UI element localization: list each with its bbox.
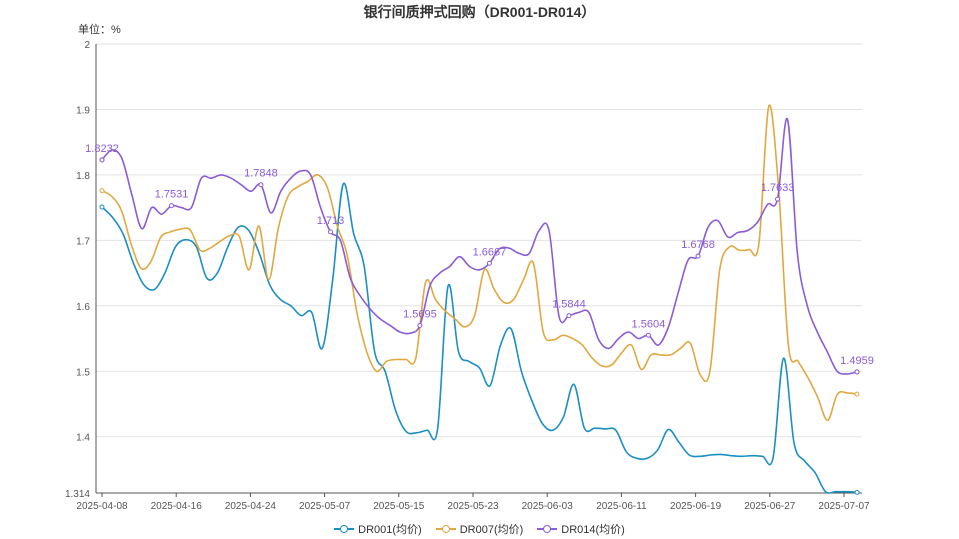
x-tick-label: 2025-04-16 <box>151 501 203 512</box>
y-tick-label: 1.6 <box>76 302 90 313</box>
y-tick-label: 1.314 <box>65 489 90 500</box>
y-tick-label: 2 <box>84 40 90 51</box>
data-labels: 1.8232 1.7531 1.7848 1.713 1.5695 1.6667 1.584… <box>85 143 874 375</box>
series-1 <box>99 182 860 495</box>
data-label: 1.7633 <box>761 182 795 194</box>
y-tick-label: 1.7 <box>76 236 90 247</box>
data-label: 1.713 <box>317 215 345 227</box>
data-label: 1.5695 <box>403 308 437 320</box>
data-point <box>99 157 105 163</box>
y-tick-label: 1.9 <box>76 105 90 116</box>
data-label: 1.7848 <box>244 168 278 180</box>
data-label: 1.5604 <box>632 318 666 330</box>
data-point <box>258 182 264 188</box>
chart-title: 银行间质押式回购（DR001-DR014） <box>363 4 596 20</box>
data-point <box>417 322 423 328</box>
x-tick-label: 2025-06-11 <box>596 501 647 512</box>
x-tick-label: 2025-05-23 <box>447 501 499 512</box>
data-point <box>695 253 701 259</box>
legend-label: DR007(均价) <box>459 524 524 536</box>
y-tick-label: 1.4 <box>76 433 90 444</box>
series-lines <box>99 104 860 495</box>
x-tick-label: 2025-04-08 <box>76 501 128 512</box>
legend-item[interactable]: DR007(均价) <box>435 521 524 537</box>
data-point <box>99 188 105 194</box>
data-point <box>486 260 492 266</box>
x-tick-label: 2025-06-19 <box>670 501 722 512</box>
x-tick-label: 2025-05-15 <box>373 501 425 512</box>
data-point <box>327 229 333 235</box>
legend-swatch-icon <box>334 524 355 534</box>
series-line <box>101 104 858 422</box>
axes: 1.314 1.4 1.5 1.6 1.7 1.8 1.9 2 2025-04-08 2025-0… <box>65 40 870 512</box>
x-tick-label: 2025-05-07 <box>299 501 351 512</box>
y-tick-label: 1.5 <box>76 367 90 378</box>
data-point <box>854 369 860 375</box>
data-point <box>645 332 651 338</box>
legend-item[interactable]: DR014(均价) <box>537 521 625 537</box>
x-tick-label: 2025-06-03 <box>522 501 574 512</box>
data-label: 1.6768 <box>681 239 715 251</box>
y-tick-label: 1.8 <box>76 171 90 182</box>
data-label: 1.6667 <box>473 246 507 258</box>
x-tick-label: 2025-06-27 <box>744 501 796 512</box>
legend-swatch-icon <box>537 524 558 534</box>
legend-label: DR014(均价) <box>561 524 625 536</box>
data-point <box>99 204 105 210</box>
data-label: 1.8232 <box>85 143 119 155</box>
x-tick-label: 2025-07-07 <box>818 501 870 512</box>
data-label: 1.5844 <box>552 299 586 311</box>
data-point <box>854 391 860 397</box>
series-line <box>101 182 858 494</box>
series-2 <box>99 104 860 422</box>
data-label: 1.4959 <box>840 355 874 367</box>
unit-label: 单位：% <box>78 24 121 36</box>
legend-label: DR001(均价) <box>358 524 422 536</box>
data-point <box>775 196 781 202</box>
grid-lines <box>96 43 862 438</box>
legend-item[interactable]: DR001(均价) <box>334 521 422 537</box>
data-label: 1.7531 <box>155 189 189 201</box>
data-point <box>169 203 175 209</box>
x-tick-label: 2025-04-24 <box>225 501 277 512</box>
legend: DR001(均价) DR007(均价) DR014(均价) <box>0 521 959 537</box>
data-point <box>854 489 860 495</box>
series-line <box>101 118 858 375</box>
legend-swatch-icon <box>435 524 456 534</box>
data-point <box>566 313 572 319</box>
